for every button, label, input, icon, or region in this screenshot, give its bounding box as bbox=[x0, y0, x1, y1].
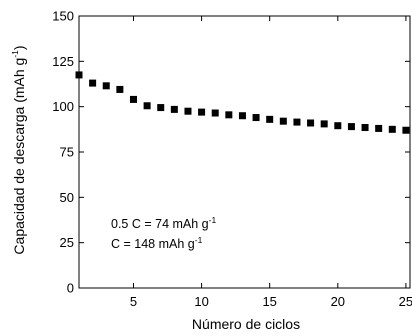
data-point bbox=[347, 123, 355, 131]
data-point bbox=[225, 111, 233, 119]
data-point bbox=[198, 108, 206, 116]
data-point bbox=[157, 104, 165, 112]
y-axis-title-main: Capacidad de descarga (mAh g bbox=[11, 58, 27, 255]
y-tick-label: 25 bbox=[60, 235, 74, 250]
y-tick-label: 75 bbox=[60, 145, 74, 160]
data-points bbox=[75, 71, 410, 134]
data-point bbox=[402, 126, 410, 134]
data-point bbox=[238, 112, 246, 120]
x-tick-label: 10 bbox=[194, 294, 208, 309]
y-tick-label: 150 bbox=[52, 9, 74, 24]
y-tick-label: 100 bbox=[52, 99, 74, 114]
data-point bbox=[184, 107, 192, 115]
data-point bbox=[129, 95, 137, 103]
y-axis-title: Capacidad de descarga (mAh g-1) bbox=[10, 45, 27, 254]
annotation-rate-c: C = 148 mAh g-1 bbox=[111, 235, 203, 251]
data-point bbox=[334, 122, 342, 130]
axis-ticks: 0 25 50 75 100 125 150 5 10 15 20 25 bbox=[52, 9, 412, 310]
data-point bbox=[170, 105, 178, 113]
y-tick-label: 0 bbox=[67, 281, 74, 296]
x-tick-label: 15 bbox=[262, 294, 276, 309]
x-tick-label: 25 bbox=[399, 294, 412, 309]
data-point bbox=[75, 71, 83, 79]
data-point bbox=[211, 109, 219, 117]
data-point bbox=[388, 125, 396, 133]
x-axis-title: Número de ciclos bbox=[192, 316, 300, 332]
x-tick-label: 20 bbox=[331, 294, 345, 309]
data-point bbox=[307, 119, 315, 127]
y-tick-label: 125 bbox=[52, 54, 74, 69]
data-point bbox=[293, 118, 301, 126]
data-point bbox=[102, 82, 110, 90]
y-axis-title-sup: -1 bbox=[10, 50, 20, 58]
data-point bbox=[375, 124, 383, 132]
data-point bbox=[361, 124, 369, 132]
data-point bbox=[89, 79, 97, 87]
annotation-rate-c-sup: -1 bbox=[195, 235, 203, 245]
x-tick-label: 5 bbox=[130, 294, 137, 309]
y-tick-label: 50 bbox=[60, 190, 74, 205]
data-point bbox=[279, 117, 287, 125]
data-point bbox=[116, 85, 124, 93]
data-point bbox=[252, 114, 260, 122]
annotation-rate-half-c-sup: -1 bbox=[209, 215, 217, 225]
annotation-rate-half-c: 0.5 C = 74 mAh g-1 bbox=[111, 215, 216, 231]
data-point bbox=[320, 120, 328, 128]
annotation-rate-half-c-main: 0.5 C = 74 mAh g bbox=[111, 217, 209, 231]
data-point bbox=[143, 102, 151, 110]
y-axis-title-end: ) bbox=[11, 45, 27, 50]
annotation-rate-c-main: C = 148 mAh g bbox=[111, 237, 195, 251]
data-point bbox=[266, 115, 274, 123]
